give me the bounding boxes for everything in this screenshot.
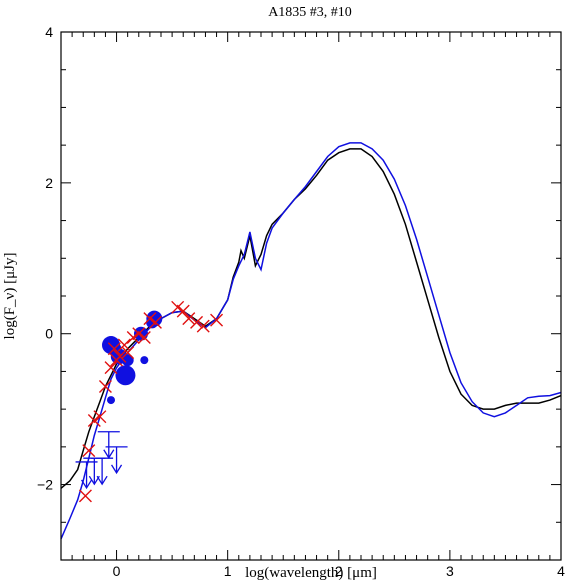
data-point (121, 354, 134, 367)
upper-limit-arrow (88, 475, 100, 486)
x-tick-label: 2 (335, 563, 343, 579)
upper-limit-marker (105, 446, 128, 475)
y-tick-label: −2 (37, 477, 53, 493)
y-tick-label: 0 (45, 326, 53, 342)
model-point-cross (98, 380, 112, 394)
model-point-cross (132, 327, 146, 341)
plot-frame (60, 31, 562, 561)
model-point-cross (93, 410, 107, 424)
upper-limit-arrow (81, 479, 93, 490)
model-point-cross (171, 300, 185, 314)
model-point-cross (196, 319, 210, 333)
model-curve-1 (60, 148, 562, 489)
data-point (140, 356, 149, 365)
data-point (146, 310, 163, 327)
x-tick-label: 3 (446, 563, 454, 579)
model-point-cross (190, 315, 204, 329)
x-axis-label: log(wavelength) [μm] (245, 565, 377, 580)
chart-title: A1835 #3, #10 (268, 5, 352, 20)
model-point-cross (82, 444, 96, 458)
y-tick-label: 4 (45, 24, 53, 40)
data-point (115, 365, 136, 386)
model-point-cross (182, 312, 196, 326)
model-point-cross (117, 338, 131, 352)
x-tick-label: 4 (557, 563, 565, 579)
x-tick-label: 1 (224, 563, 232, 579)
model-point-cross (210, 313, 224, 327)
upper-limit-arrow (96, 475, 108, 486)
upper-limit-marker (97, 431, 120, 459)
model-point-cross (121, 346, 135, 360)
model-point-cross (107, 342, 121, 356)
model-point-cross (143, 312, 157, 326)
model-point-cross (113, 349, 127, 363)
model-point-cross (87, 413, 101, 427)
upper-limit-arrow (111, 464, 123, 475)
model-curve-2 (60, 142, 562, 540)
model-point-cross (137, 330, 151, 344)
upper-limit-arrow (103, 449, 115, 459)
upper-limit-marker (91, 457, 114, 486)
axes: 0 1 2 3 4 −2 0 2 4 (37, 24, 565, 579)
model-point-cross (176, 304, 190, 318)
x-tick-label: 0 (113, 563, 121, 579)
plot-area (60, 142, 562, 540)
model-point-cross (104, 361, 118, 375)
model-point-cross (126, 330, 140, 344)
y-axis-label: log(F_ν) [μJy] (2, 253, 18, 340)
model-point-cross (78, 489, 92, 503)
model-point-cross (148, 315, 162, 329)
data-point (107, 396, 115, 405)
y-tick-label: 2 (45, 175, 53, 191)
